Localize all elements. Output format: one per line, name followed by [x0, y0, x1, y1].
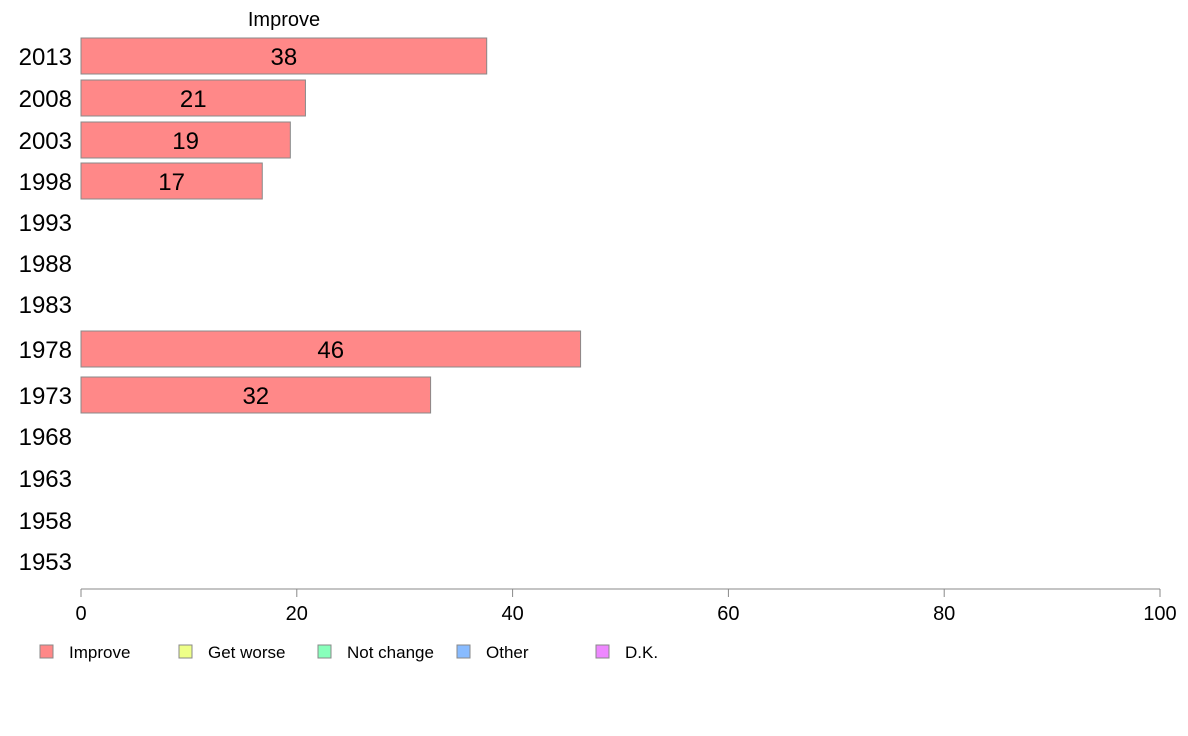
x-tick-label: 40: [501, 603, 523, 625]
y-axis-labels: 2013 2008 2003 1998 1993 1988 1983 1978 1973 1968…: [19, 44, 72, 576]
y-tick-label: 1953: [19, 549, 72, 576]
bar: [80, 330, 582, 368]
legend-label: Not change: [347, 643, 434, 662]
legend-swatch: [456, 644, 471, 659]
x-tick-label: 80: [933, 603, 955, 625]
y-tick-label: 2003: [19, 128, 72, 155]
y-tick-label: 2008: [19, 86, 72, 113]
legend-label: Improve: [69, 643, 130, 662]
bar: [80, 162, 263, 200]
y-tick-label: 1958: [19, 508, 72, 535]
y-tick-label: 1963: [19, 466, 72, 493]
y-tick-label: 1968: [19, 424, 72, 451]
bar: [80, 37, 488, 75]
legend-swatch: [595, 644, 610, 659]
y-tick-label: 1988: [19, 251, 72, 278]
bar: [80, 121, 291, 159]
y-tick-label: 1983: [19, 292, 72, 319]
legend-label: D.K.: [625, 643, 658, 662]
legend-label: Get worse: [208, 643, 285, 662]
x-tick-label: 100: [1143, 603, 1176, 625]
data-label: 19: [172, 128, 199, 155]
legend: Improve Get worse Not change Other D.K.: [39, 643, 658, 662]
y-tick-label: 1993: [19, 210, 72, 237]
x-tick-label: 60: [717, 603, 739, 625]
x-tick-label: 20: [286, 603, 308, 625]
bar-series: 38 21 19 17 46 32: [80, 37, 582, 414]
legend-swatch: [39, 644, 54, 659]
y-tick-label: 1973: [19, 383, 72, 410]
y-tick-label: 1978: [19, 337, 72, 364]
y-tick-label: 2013: [19, 44, 72, 71]
data-label: 17: [158, 169, 185, 196]
data-label: 32: [242, 383, 269, 410]
chart-title: Improve: [248, 9, 320, 31]
bar: [80, 376, 432, 414]
data-label: 21: [180, 86, 207, 113]
bar: [80, 79, 306, 117]
data-label: 38: [271, 44, 298, 71]
y-tick-label: 1998: [19, 169, 72, 196]
x-tick-label: 0: [75, 603, 86, 625]
x-axis: 0 20 40 60 80 100: [75, 588, 1177, 625]
data-label: 46: [317, 337, 344, 364]
legend-swatch: [178, 644, 193, 659]
legend-swatch: [317, 644, 332, 659]
legend-label: Other: [486, 643, 529, 662]
